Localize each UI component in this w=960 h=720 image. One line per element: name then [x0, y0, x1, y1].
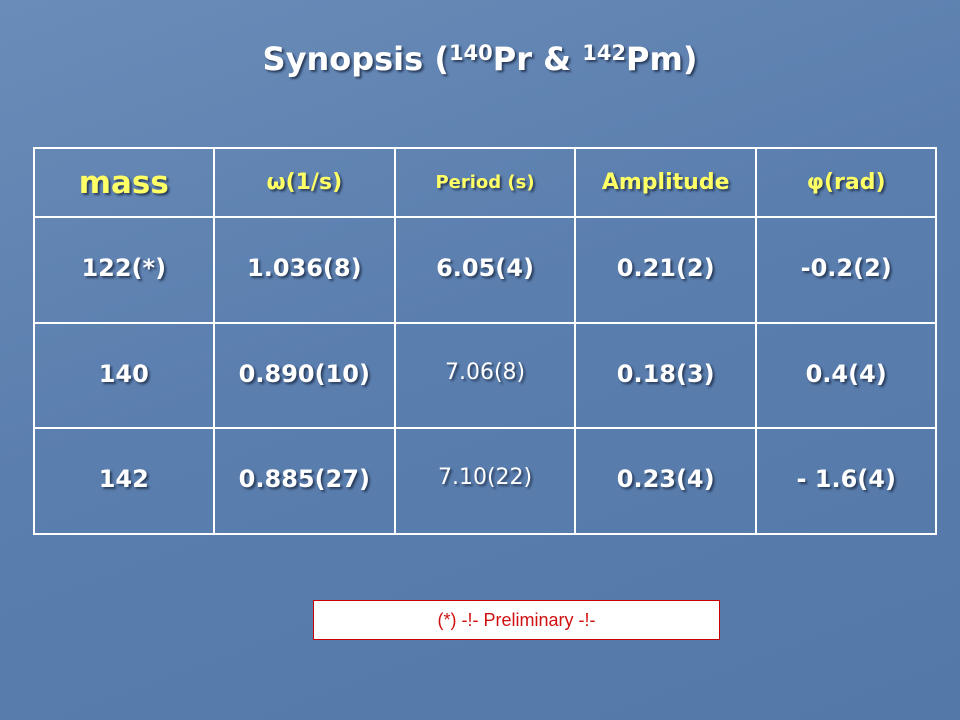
header-row: mass ω(1/s) Period (s) Amplitude φ(rad) [33, 146, 937, 219]
cell: 140 [33, 321, 215, 430]
cell: 0.885(27) [212, 427, 397, 535]
header-cell: φ(rad) [755, 146, 937, 219]
cell: 122(*) [33, 216, 215, 324]
cell: 0.18(3) [573, 321, 758, 430]
title: Synopsis (140Pr & 142Pm) [0, 40, 960, 78]
cell: 0.890(10) [212, 321, 397, 430]
cell: 7.10(22) [394, 427, 576, 535]
header-cell: ω(1/s) [212, 146, 397, 219]
header-cell: mass [33, 146, 215, 219]
header-cell: Amplitude [573, 146, 758, 219]
cell: -0.2(2) [755, 216, 937, 324]
note: (*) -!- Preliminary -!- [313, 600, 720, 640]
title-sup: 142 [582, 41, 627, 65]
row: 142 0.885(27) 7.10(22) 0.23(4) - 1.6(4) [33, 427, 937, 535]
cell: 142 [33, 427, 215, 535]
cell: 6.05(4) [394, 216, 576, 324]
cell: 7.06(8) [394, 321, 576, 430]
title-sup: 140 [448, 41, 493, 65]
cell: - 1.6(4) [755, 427, 937, 535]
cell: 1.036(8) [212, 216, 397, 324]
cell: 0.21(2) [573, 216, 758, 324]
title-text: Pm) [626, 40, 698, 78]
header-cell: Period (s) [394, 146, 576, 219]
cell: 0.23(4) [573, 427, 758, 535]
cell: 0.4(4) [755, 321, 937, 430]
title-text: Synopsis ( [262, 40, 449, 78]
title-text: Pr & [492, 40, 583, 78]
row: 140 0.890(10) 7.06(8) 0.18(3) 0.4(4) [33, 321, 937, 430]
table: mass ω(1/s) Period (s) Amplitude φ(rad) … [33, 146, 937, 535]
row: 122(*) 1.036(8) 6.05(4) 0.21(2) -0.2(2) [33, 216, 937, 324]
